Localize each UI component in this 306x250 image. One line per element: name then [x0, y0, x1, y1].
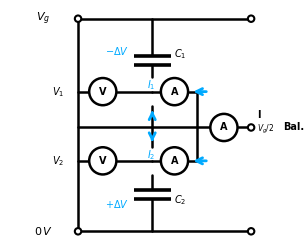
- Text: A: A: [220, 122, 228, 132]
- Text: $C_1$: $C_1$: [174, 48, 187, 62]
- Text: $-\Delta V$: $-\Delta V$: [105, 45, 129, 57]
- Circle shape: [89, 78, 116, 105]
- Circle shape: [248, 228, 254, 234]
- Circle shape: [89, 147, 116, 174]
- Text: $0\,V$: $0\,V$: [34, 225, 53, 237]
- Circle shape: [161, 147, 188, 174]
- Text: I: I: [257, 110, 261, 120]
- Text: V: V: [99, 87, 106, 97]
- Text: $+\Delta V$: $+\Delta V$: [105, 198, 129, 209]
- Text: Bal.: Bal.: [283, 122, 304, 132]
- Text: $V_2$: $V_2$: [52, 154, 64, 168]
- Text: A: A: [171, 156, 178, 166]
- Text: $I_1$: $I_1$: [147, 78, 155, 92]
- Circle shape: [75, 228, 81, 234]
- Text: $V_g/2$: $V_g/2$: [257, 124, 274, 136]
- Text: A: A: [171, 87, 178, 97]
- Text: $V_g$: $V_g$: [36, 10, 50, 27]
- Text: $C_2$: $C_2$: [174, 194, 187, 207]
- Circle shape: [248, 124, 254, 131]
- Circle shape: [248, 16, 254, 22]
- Text: $V_1$: $V_1$: [52, 85, 65, 98]
- Circle shape: [75, 16, 81, 22]
- Text: $I_2$: $I_2$: [147, 148, 155, 162]
- Circle shape: [161, 78, 188, 105]
- Circle shape: [210, 114, 237, 141]
- Text: V: V: [99, 156, 106, 166]
